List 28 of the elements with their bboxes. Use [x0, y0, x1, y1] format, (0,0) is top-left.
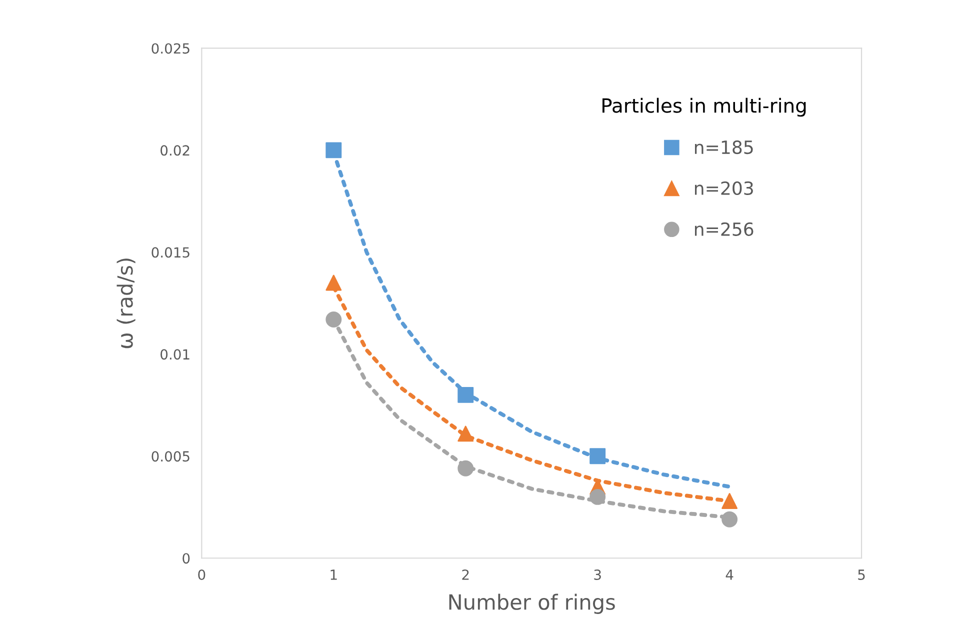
x-axis-title: Number of rings [449, 594, 615, 614]
legend-label: n=203 [694, 181, 753, 196]
point [458, 460, 474, 476]
point [458, 426, 474, 442]
y-tick-label: 0 [182, 553, 190, 564]
y-tick-label: 0.015 [152, 247, 190, 258]
y-tick-label: 0.02 [160, 145, 190, 156]
x-tick-label: 4 [726, 570, 734, 580]
point [458, 386, 474, 403]
x-tick-label: 3 [594, 569, 601, 580]
point [722, 511, 738, 528]
x-tick-label: 5 [858, 570, 865, 580]
x-tick-label: 2 [462, 569, 469, 580]
point [590, 488, 606, 505]
point [326, 274, 342, 291]
y-tick-label: 0.01 [160, 349, 190, 360]
legend-label: n=185 [694, 140, 753, 154]
point [326, 312, 342, 328]
legend-label: n=256 [694, 222, 754, 236]
point [722, 493, 738, 509]
y-axis-title: ω (rad/s) [116, 258, 136, 348]
point [326, 142, 342, 158]
y-tick-label: 0.005 [152, 451, 190, 462]
point [590, 448, 606, 464]
y-tick-label: 0.025 [152, 43, 190, 54]
x-tick-label: 0 [198, 569, 206, 580]
x-tick-label: 1 [330, 570, 337, 580]
legend-title: Particles in multi-ring [602, 98, 806, 117]
